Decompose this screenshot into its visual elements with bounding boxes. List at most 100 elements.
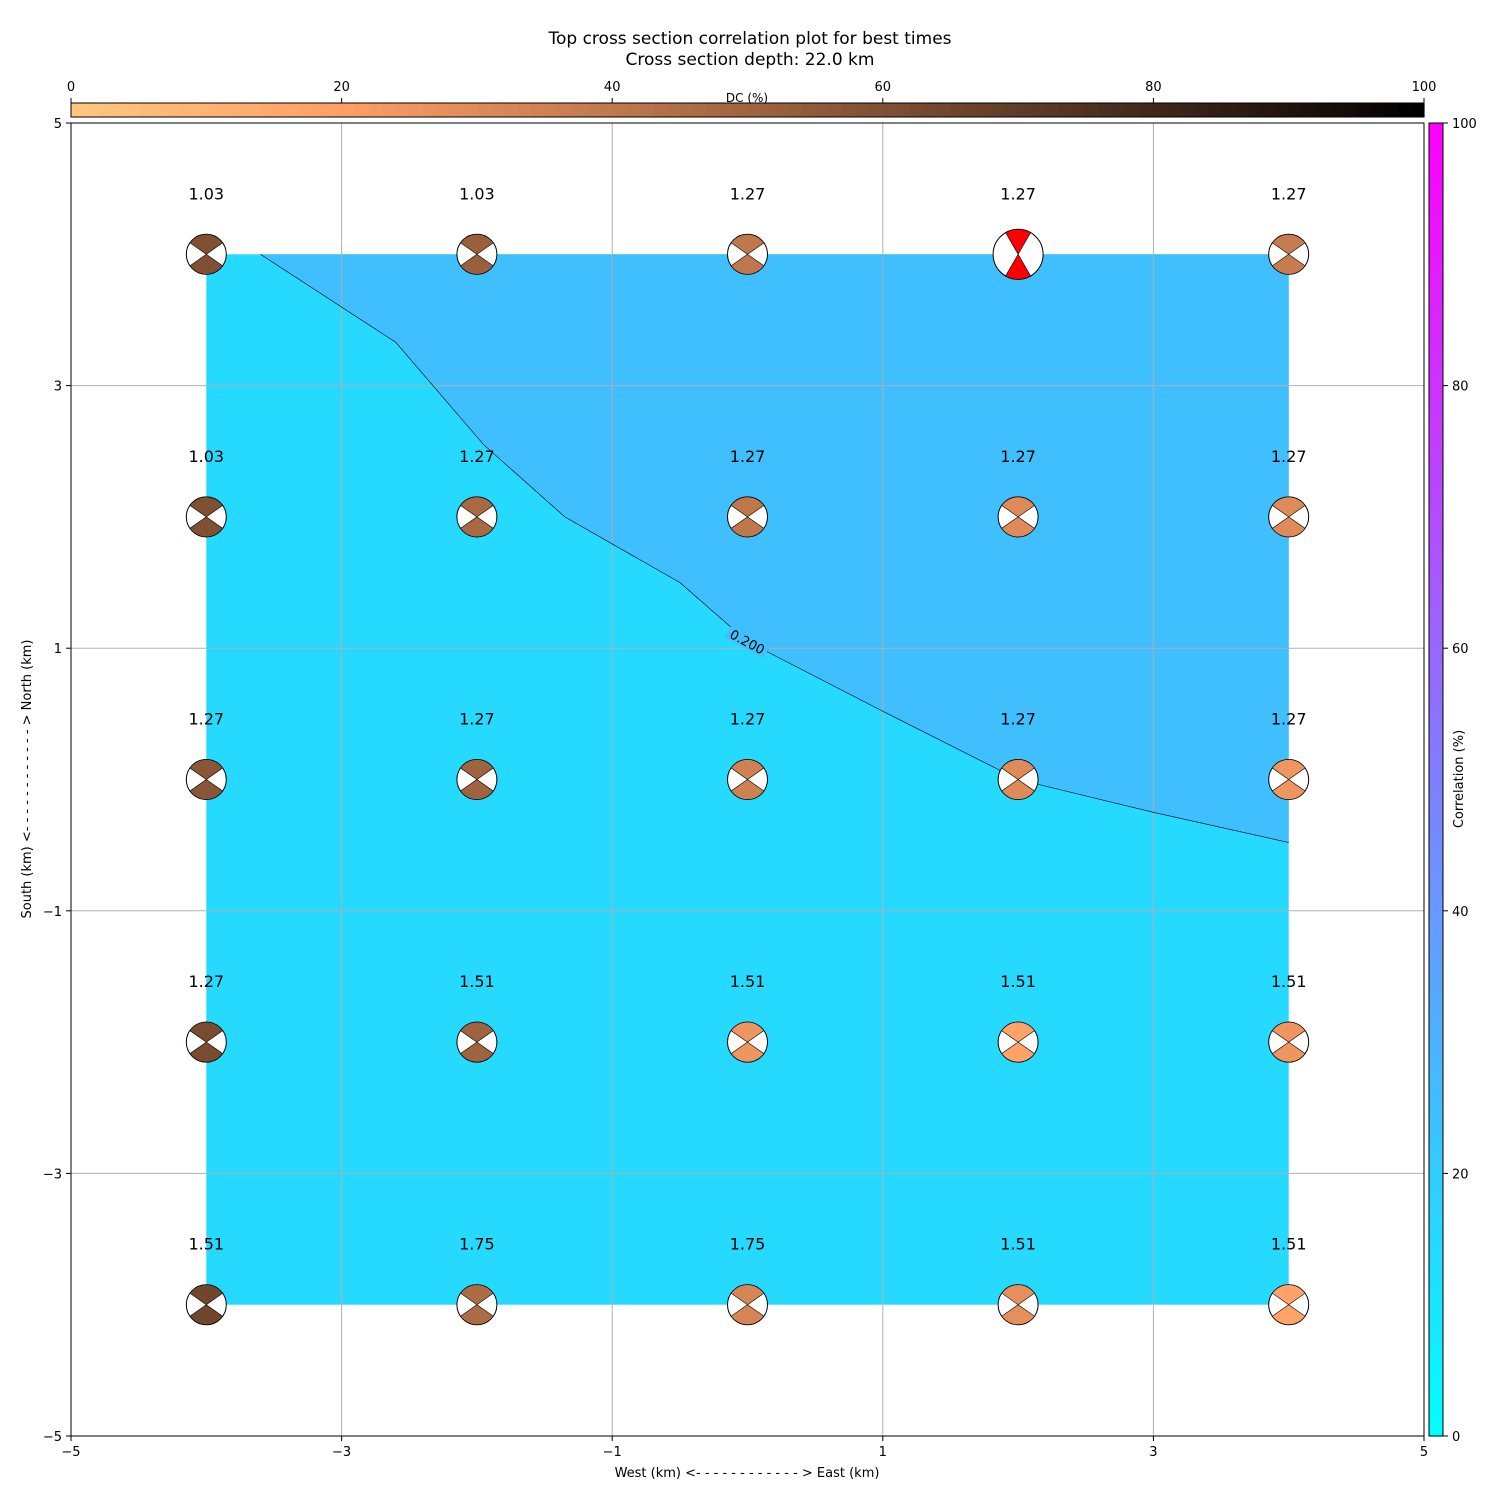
dc-colorbar-segment: [1018, 103, 1033, 117]
correlation-colorbar-segment: [1429, 792, 1443, 807]
beachball-quadrant: [1271, 1021, 1306, 1043]
dc-colorbar-segment: [693, 103, 708, 117]
dc-colorbar-segment: [558, 103, 573, 117]
beachball-quadrant: [189, 516, 224, 538]
dc-colorbar-segment: [165, 103, 180, 117]
correlation-colorbar-segment: [1429, 635, 1443, 649]
y-tick-label: 1: [54, 642, 62, 657]
correlation-colorbar-segment: [1429, 1357, 1443, 1371]
beachball-quadrant: [460, 759, 494, 780]
beachball: [456, 496, 498, 538]
beachball: [456, 233, 498, 275]
dc-colorbar-segment: [1045, 103, 1060, 117]
correlation-colorbar-segment: [1429, 1225, 1443, 1240]
correlation-colorbar-segment: [1429, 188, 1443, 203]
dc-colorbar-segment: [1396, 103, 1412, 117]
x-tick-label: −1: [603, 1445, 622, 1460]
correlation-colorbar-segment: [1429, 595, 1443, 610]
correlation-colorbar-segment: [1429, 621, 1443, 636]
correlation-colorbar-segment: [1429, 1173, 1443, 1188]
beachball-quadrant: [1001, 1304, 1035, 1325]
correlation-colorbar-tick-label: 60: [1452, 642, 1469, 657]
correlation-colorbar-tick-label: 100: [1452, 117, 1477, 132]
correlation-colorbar-segment: [1429, 136, 1443, 150]
beachball-quadrant: [189, 1021, 224, 1043]
x-tick-label: 1: [879, 1445, 887, 1460]
dc-colorbar-segment: [422, 103, 437, 117]
beachball: [456, 1284, 498, 1326]
correlation-colorbar-segment: [1429, 372, 1443, 387]
dc-colorbar-segment: [449, 103, 464, 117]
correlation-colorbar-segment: [1429, 149, 1443, 163]
correlation-fill-high: [260, 254, 1289, 843]
dc-colorbar-segment: [544, 103, 559, 117]
dc-colorbar-segment: [314, 103, 329, 117]
dc-colorbar-segment: [490, 103, 505, 117]
beachball-quadrant: [1271, 1284, 1306, 1306]
dc-colorbar-segment: [977, 103, 992, 117]
correlation-colorbar-segment: [1429, 306, 1443, 321]
x-tick-label: 3: [1149, 1445, 1157, 1460]
beachball-label: 1.75: [459, 1235, 495, 1254]
correlation-colorbar-segment: [1429, 254, 1443, 269]
beachball-label: 1.27: [188, 710, 224, 729]
beachball-label: 1.51: [1271, 972, 1307, 991]
plot-frame: [70, 122, 1425, 1437]
correlation-colorbar-label: Correlation (%): [1452, 730, 1467, 828]
beachball-quadrant: [1001, 779, 1035, 800]
dc-colorbar-frame: [70, 102, 1425, 118]
beachball-quadrant: [1001, 516, 1035, 538]
beachball-quadrant: [460, 234, 494, 255]
beachball: [185, 233, 227, 275]
beachball-label: 1.51: [459, 972, 495, 991]
contour-label-bg: [724, 623, 772, 659]
beachball: [727, 1284, 768, 1326]
beachball-label: 1.27: [730, 447, 766, 466]
correlation-colorbar-segment: [1429, 1081, 1443, 1096]
dc-colorbar-segment: [1342, 103, 1357, 117]
y-tick-label: −3: [43, 1167, 62, 1182]
dc-colorbar-segment: [639, 103, 654, 117]
beachball-label: 1.75: [730, 1235, 766, 1254]
correlation-colorbar-segment: [1429, 228, 1443, 242]
dc-colorbar-segment: [1369, 103, 1385, 117]
correlation-colorbar-tick-label: 20: [1452, 1167, 1469, 1182]
correlation-colorbar-segment: [1429, 1265, 1443, 1280]
dc-colorbar-label: DC (%): [726, 91, 768, 105]
dc-colorbar-segment: [517, 103, 532, 117]
dc-colorbar-segment: [1383, 103, 1398, 117]
beachball-quadrant: [1271, 234, 1306, 255]
dc-colorbar-tick-label: 100: [1412, 80, 1437, 95]
correlation-colorbar-segment: [1429, 937, 1443, 951]
beachball-label: 1.27: [730, 710, 766, 729]
dc-colorbar-segment: [585, 103, 600, 117]
correlation-colorbar-segment: [1429, 1134, 1443, 1148]
dc-colorbar-segment: [287, 103, 302, 117]
correlation-colorbar-segment: [1429, 687, 1443, 702]
dc-colorbar-segment: [71, 103, 86, 117]
correlation-colorbar-segment: [1429, 503, 1443, 518]
beachball: [185, 759, 227, 800]
beachball-quadrant: [1001, 496, 1035, 518]
y-tick-label: −5: [43, 1430, 62, 1445]
dc-colorbar-segment: [219, 103, 234, 117]
dc-colorbar-segment: [1356, 103, 1371, 117]
correlation-colorbar-segment: [1429, 923, 1443, 938]
dc-colorbar-segment: [1261, 103, 1276, 117]
beachball-label: 1.03: [459, 184, 495, 203]
dc-colorbar-segment: [950, 103, 965, 117]
correlation-colorbar-segment: [1429, 753, 1443, 767]
beachball-quadrant: [460, 1304, 494, 1325]
correlation-colorbar-segment: [1429, 897, 1443, 912]
correlation-colorbar-segment: [1429, 464, 1443, 479]
correlation-colorbar-segment: [1429, 845, 1443, 859]
correlation-colorbar-segment: [1429, 989, 1443, 1004]
correlation-colorbar-segment: [1429, 1409, 1443, 1424]
correlation-colorbar-segment: [1429, 1252, 1443, 1266]
dc-colorbar-segment: [1315, 103, 1330, 117]
beachball-quadrant: [189, 1041, 224, 1063]
dc-colorbar-segment: [598, 103, 613, 117]
dc-colorbar-segment: [1410, 103, 1425, 117]
correlation-colorbar-segment: [1429, 700, 1443, 715]
correlation-colorbar-segment: [1429, 1120, 1443, 1135]
